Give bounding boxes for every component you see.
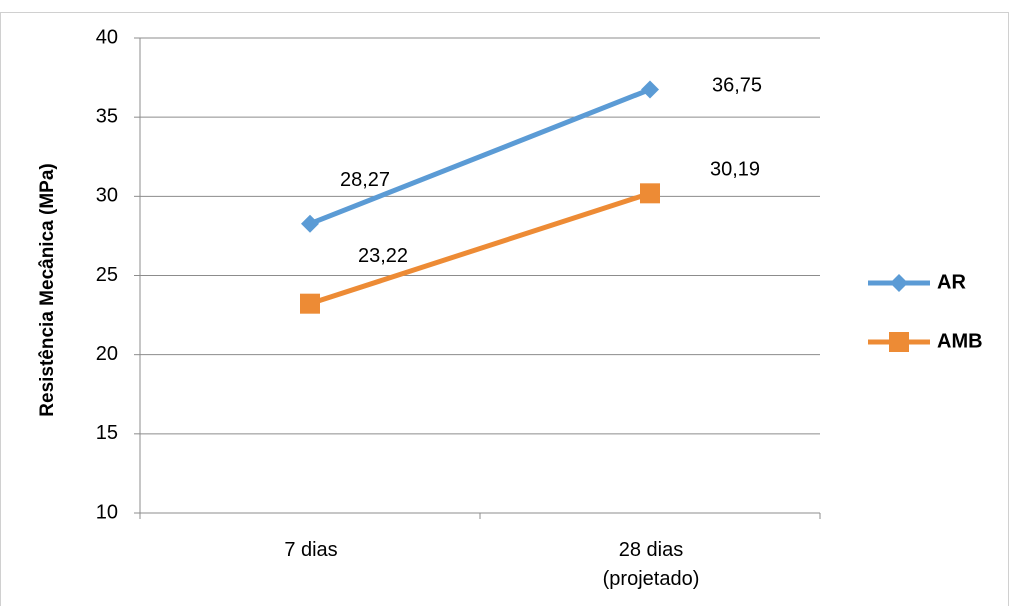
y-tick-label: 25 (96, 264, 118, 286)
data-point (300, 293, 320, 314)
y-tick-label: 20 (96, 343, 118, 365)
data-label: 28,27 (340, 169, 390, 191)
legend-marker (889, 332, 909, 352)
data-label: 36,75 (712, 75, 762, 97)
y-axis-label: Resistência Mecânica (MPa) (37, 163, 58, 416)
series-line (309, 190, 651, 307)
legend-label: AR (937, 271, 966, 293)
y-tick-label: 40 (96, 26, 118, 48)
data-point (641, 80, 659, 99)
data-label: 23,22 (358, 245, 408, 267)
x-tick-label: 7 dias (284, 539, 338, 561)
data-point (640, 183, 660, 204)
legend-label: AMB (937, 330, 983, 352)
series-line (309, 87, 651, 227)
data-label: 30,19 (710, 159, 760, 181)
data-point (301, 214, 319, 233)
y-tick-label: 30 (96, 185, 118, 207)
legend-marker (890, 274, 908, 292)
chart-border (0, 12, 1009, 606)
y-tick-label: 35 (96, 105, 118, 127)
y-tick-label: 15 (96, 422, 118, 444)
y-tick-label: 10 (96, 501, 118, 523)
x-tick-label: 28 dias (projetado) (602, 539, 700, 590)
